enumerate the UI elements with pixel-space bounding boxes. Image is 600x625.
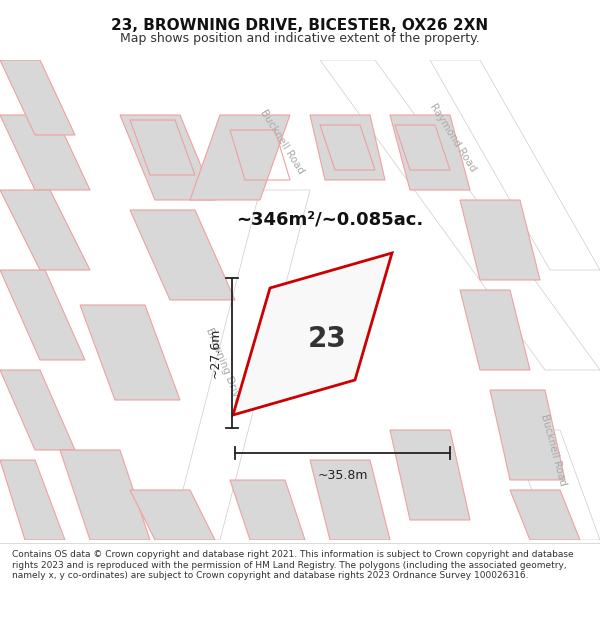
- Polygon shape: [0, 370, 75, 450]
- Polygon shape: [230, 480, 305, 540]
- Polygon shape: [310, 115, 385, 180]
- Text: 23: 23: [308, 325, 347, 353]
- Text: Raymond Road: Raymond Road: [428, 102, 478, 174]
- Polygon shape: [0, 270, 85, 360]
- Polygon shape: [510, 490, 580, 540]
- Text: ~35.8m: ~35.8m: [317, 469, 368, 482]
- Polygon shape: [390, 430, 470, 520]
- Text: Bucknell Road: Bucknell Road: [258, 108, 306, 176]
- Text: ~27.6m: ~27.6m: [209, 328, 222, 378]
- Text: Map shows position and indicative extent of the property.: Map shows position and indicative extent…: [120, 32, 480, 45]
- Polygon shape: [0, 60, 75, 135]
- Polygon shape: [0, 190, 90, 270]
- Text: 23, BROWNING DRIVE, BICESTER, OX26 2XN: 23, BROWNING DRIVE, BICESTER, OX26 2XN: [112, 18, 488, 33]
- Polygon shape: [460, 290, 530, 370]
- Polygon shape: [0, 115, 90, 190]
- Polygon shape: [430, 60, 600, 270]
- Polygon shape: [390, 115, 470, 190]
- Polygon shape: [233, 253, 392, 415]
- Polygon shape: [190, 115, 290, 200]
- Text: ~346m²/~0.085ac.: ~346m²/~0.085ac.: [236, 211, 424, 229]
- Polygon shape: [130, 490, 215, 540]
- Text: Bucknell Road: Bucknell Road: [539, 413, 568, 487]
- Polygon shape: [80, 305, 180, 400]
- Polygon shape: [320, 60, 600, 370]
- Polygon shape: [120, 115, 215, 200]
- Polygon shape: [0, 460, 65, 540]
- Polygon shape: [510, 430, 600, 540]
- Polygon shape: [460, 200, 540, 280]
- Polygon shape: [170, 190, 310, 540]
- Polygon shape: [130, 210, 235, 300]
- Polygon shape: [310, 460, 390, 540]
- Polygon shape: [60, 450, 150, 540]
- Text: Browning Drive: Browning Drive: [205, 326, 244, 404]
- Text: Contains OS data © Crown copyright and database right 2021. This information is : Contains OS data © Crown copyright and d…: [12, 550, 574, 580]
- Polygon shape: [490, 390, 565, 480]
